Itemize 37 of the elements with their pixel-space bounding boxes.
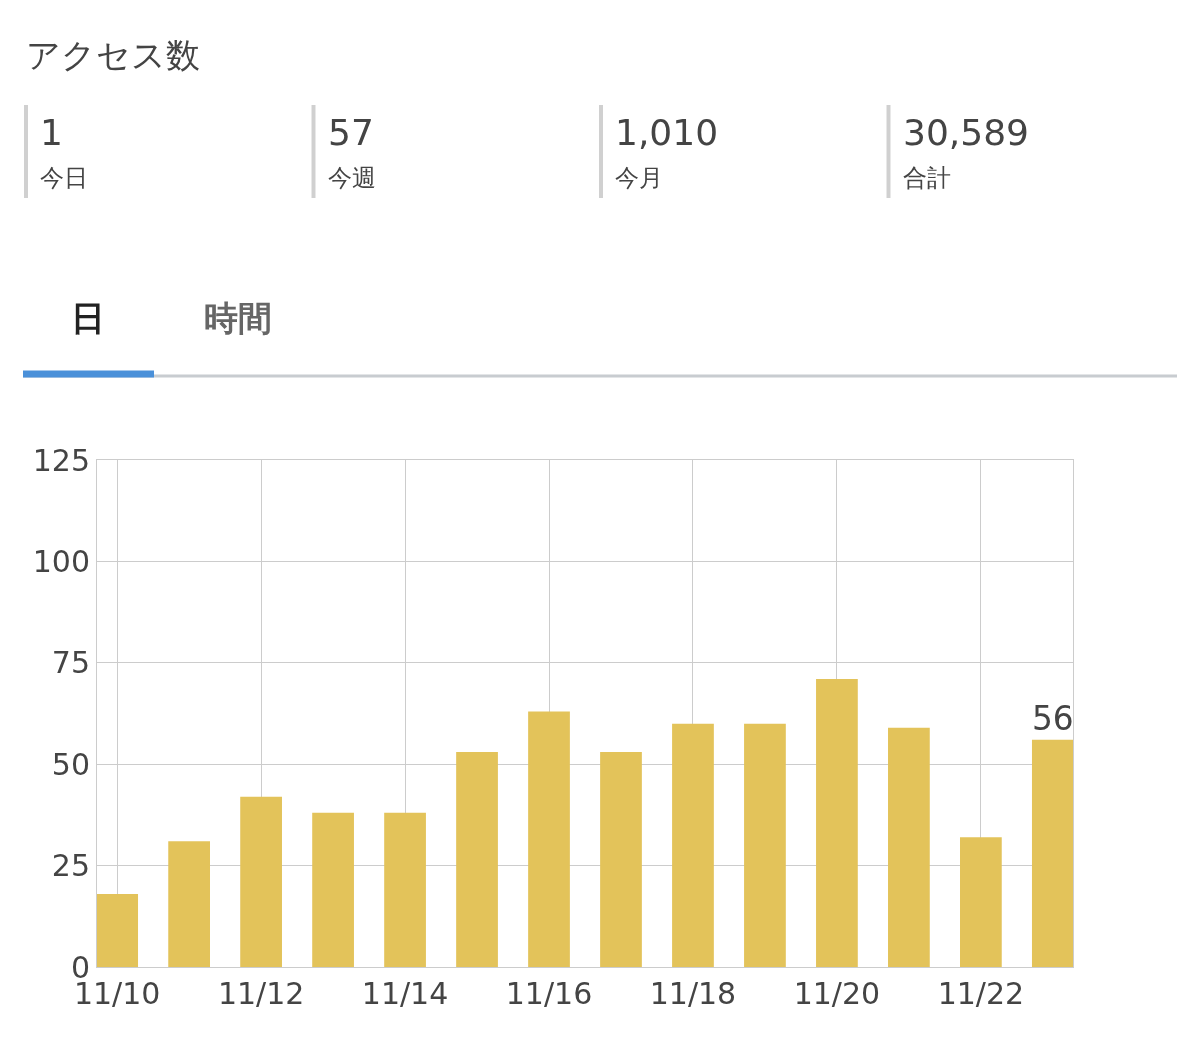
data-label: 56 bbox=[1031, 699, 1074, 738]
text: 日 bbox=[71, 298, 105, 338]
x-tick-label: 11/18 bbox=[649, 976, 737, 1011]
text: 時間 bbox=[204, 298, 272, 338]
y-tick-label: 75 bbox=[51, 645, 90, 681]
bar bbox=[744, 723, 786, 967]
category-label: 今月 bbox=[615, 164, 663, 192]
category-label: 今日 bbox=[40, 164, 88, 192]
bar bbox=[97, 893, 139, 967]
x-tick-label: 11/20 bbox=[793, 976, 881, 1011]
data-label: 1 bbox=[40, 112, 63, 153]
y-tick-label: 125 bbox=[32, 442, 90, 478]
bar bbox=[600, 752, 642, 967]
data-label: 30,589 bbox=[903, 112, 1029, 153]
y-tick-label: 50 bbox=[51, 746, 90, 782]
bar bbox=[312, 812, 354, 967]
bar bbox=[816, 679, 858, 967]
text: アクセス数 bbox=[26, 35, 200, 75]
bar bbox=[888, 727, 930, 967]
y-tick-label: 25 bbox=[51, 848, 90, 884]
category-label: 今週 bbox=[328, 164, 376, 192]
x-tick-label: 11/16 bbox=[505, 976, 593, 1011]
bar bbox=[1031, 739, 1073, 967]
bar bbox=[672, 723, 714, 967]
bar bbox=[384, 812, 426, 967]
x-tick-label: 11/14 bbox=[361, 976, 449, 1011]
x-tick-label: 11/22 bbox=[937, 976, 1025, 1011]
bar bbox=[456, 752, 498, 967]
data-label: 57 bbox=[328, 112, 374, 153]
bar bbox=[960, 837, 1002, 967]
bar bbox=[528, 711, 570, 967]
bar bbox=[168, 841, 210, 967]
data-label: 1,010 bbox=[615, 112, 719, 153]
category-label: 合計 bbox=[903, 164, 951, 192]
x-tick-label: 11/12 bbox=[217, 976, 305, 1011]
y-tick-label: 100 bbox=[32, 543, 90, 579]
bar bbox=[240, 796, 282, 967]
